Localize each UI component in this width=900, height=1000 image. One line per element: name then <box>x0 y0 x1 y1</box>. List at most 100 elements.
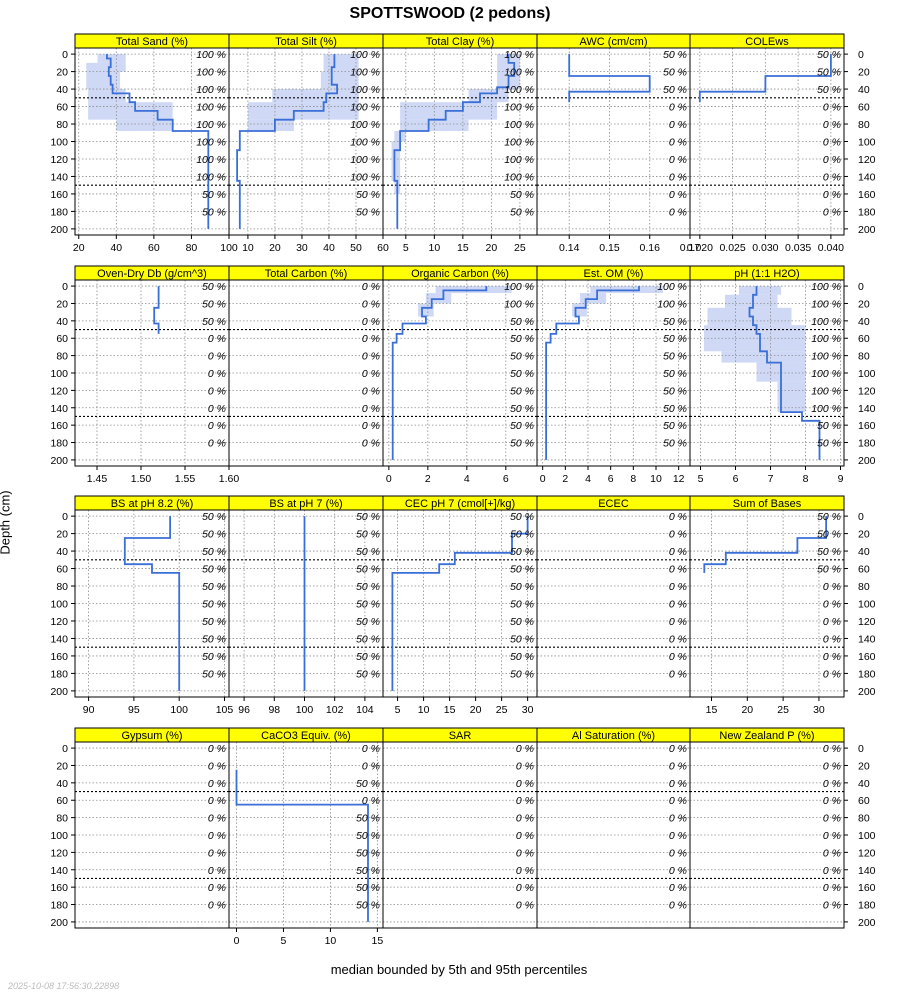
pct-label: 0 % <box>516 778 534 790</box>
depth-tick-label: 100 <box>50 599 68 611</box>
pct-label: 100 % <box>196 154 226 166</box>
pct-label: 0 % <box>669 778 687 790</box>
pct-label: 50 % <box>356 599 380 611</box>
x-tick-label: 20 <box>486 242 498 254</box>
pct-label: 0 % <box>669 830 687 842</box>
panel: ECEC 0 % 0 % 0 % 0 % 0 % 0 % 0 % 0 % 0 % 0 % <box>536 495 691 698</box>
pct-label: 100 % <box>811 385 841 397</box>
pct-label: 0 % <box>823 119 841 131</box>
depth-tick-label: 160 <box>858 651 876 663</box>
pct-label: 0 % <box>823 581 841 593</box>
pct-label: 0 % <box>823 154 841 166</box>
pct-label: 100 % <box>504 84 534 96</box>
x-tick-label: 90 <box>83 704 95 716</box>
depth-tick-label: 100 <box>858 599 876 611</box>
median-line <box>703 516 827 573</box>
pct-label: 0 % <box>823 599 841 611</box>
percentile-band <box>572 303 587 317</box>
pct-label: 50 % <box>510 511 534 523</box>
pct-label: 50 % <box>510 333 534 345</box>
pct-label: 0 % <box>516 900 534 912</box>
panel: Total Clay (%) 100 % 100 % 100 % 100 % 100 % 1… <box>382 33 538 254</box>
x-tick-label: 6 <box>608 473 614 485</box>
pct-label: 0 % <box>823 102 841 114</box>
plot-area <box>75 510 229 697</box>
plot-area <box>690 747 844 923</box>
pct-label: 0 % <box>208 333 226 345</box>
depth-tick-label: 0 <box>62 281 68 293</box>
x-tick-label: 30 <box>522 704 534 716</box>
x-tick-label: 15 <box>372 935 384 947</box>
pct-label: 50 % <box>510 668 534 680</box>
panel: BS at pH 8.2 (%) 50 % 50 % 50 % 50 % 50 % 50 %… <box>50 495 233 716</box>
depth-tick-label: 200 <box>858 224 876 236</box>
percentile-band <box>272 89 359 103</box>
panel-title: ECEC <box>598 498 629 510</box>
pct-label: 50 % <box>510 438 534 450</box>
pct-label: 50 % <box>510 420 534 432</box>
pct-label: 0 % <box>516 865 534 877</box>
pct-label: 0 % <box>823 900 841 912</box>
median-line <box>123 516 181 691</box>
depth-tick-label: 120 <box>50 385 68 397</box>
plot-area <box>383 280 537 466</box>
depth-tick-label: 0 <box>858 511 864 523</box>
x-tick-label: 10 <box>325 935 337 947</box>
x-tick-label: 25 <box>514 242 526 254</box>
pct-label: 100 % <box>657 298 687 310</box>
pct-label: 50 % <box>510 189 534 201</box>
depth-tick-label: 40 <box>858 778 870 790</box>
panel-title: Total Sand (%) <box>116 36 188 48</box>
pct-label: 0 % <box>208 743 226 755</box>
x-tick-label: 1.45 <box>87 473 108 485</box>
pct-label: 0 % <box>669 546 687 558</box>
pct-label: 100 % <box>504 67 534 79</box>
panel: New Zealand P (%) 0 % 0 % 0 % 0 % 0 % 0 % 0 % 0 … <box>689 727 876 929</box>
pct-label: 50 % <box>510 616 534 628</box>
pct-label: 0 % <box>362 281 380 293</box>
pct-label: 0 % <box>362 420 380 432</box>
pct-label: 100 % <box>196 171 226 183</box>
depth-tick-label: 20 <box>858 529 870 541</box>
pct-label: 50 % <box>817 438 841 450</box>
x-tick-label: 15 <box>706 704 718 716</box>
pct-label: 50 % <box>817 529 841 541</box>
pct-label: 100 % <box>350 171 380 183</box>
pct-label: 0 % <box>823 813 841 825</box>
x-tick-label: 0.025 <box>719 242 745 254</box>
pct-label: 100 % <box>350 67 380 79</box>
pct-label: 50 % <box>202 316 226 328</box>
pct-label: 50 % <box>356 616 380 628</box>
x-tick-label: 50 <box>350 242 362 254</box>
pct-label: 0 % <box>669 189 687 201</box>
pct-label: 50 % <box>510 368 534 380</box>
pct-label: 0 % <box>362 351 380 363</box>
pct-label: 0 % <box>823 171 841 183</box>
x-tick-label: 6 <box>733 473 739 485</box>
depth-tick-label: 60 <box>56 564 68 576</box>
pct-label: 100 % <box>196 49 226 61</box>
pct-label: 100 % <box>196 119 226 131</box>
percentile-band <box>97 54 126 63</box>
x-tick-label: 40 <box>323 242 335 254</box>
pct-label: 100 % <box>504 281 534 293</box>
pct-label: 100 % <box>657 281 687 293</box>
pct-label: 0 % <box>669 882 687 894</box>
pct-label: 100 % <box>350 119 380 131</box>
x-tick-label: 104 <box>356 704 374 716</box>
pct-label: 0 % <box>669 813 687 825</box>
depth-tick-label: 60 <box>56 333 68 345</box>
plot-area <box>229 48 383 235</box>
pct-label: 0 % <box>669 119 687 131</box>
depth-tick-label: 160 <box>50 420 68 432</box>
pct-label: 50 % <box>202 546 226 558</box>
x-tick-label: 30 <box>296 242 308 254</box>
panel-title: Est. OM (%) <box>584 268 644 280</box>
pct-label: 0 % <box>823 882 841 894</box>
pct-label: 50 % <box>663 333 687 345</box>
pct-label: 50 % <box>510 599 534 611</box>
pct-label: 50 % <box>663 385 687 397</box>
depth-tick-label: 60 <box>858 564 870 576</box>
pct-label: 50 % <box>356 189 380 201</box>
